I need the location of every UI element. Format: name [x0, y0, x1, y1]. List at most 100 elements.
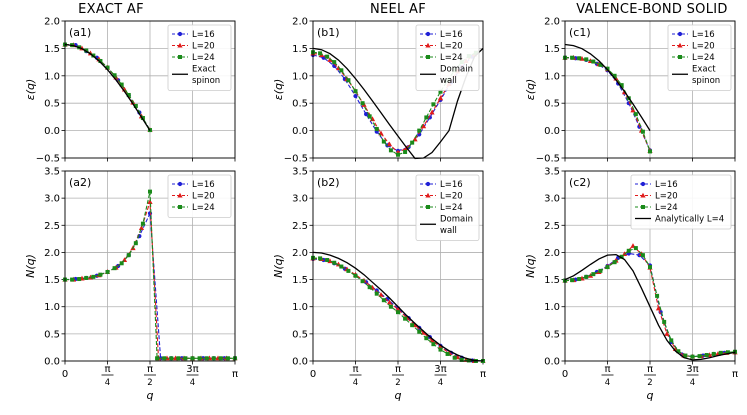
data-point-L24	[98, 272, 103, 277]
legend-label-ref: spinon	[692, 76, 720, 86]
data-point-L24	[662, 319, 667, 324]
data-point-L24	[711, 351, 716, 356]
x-tick-label-den: 4	[690, 378, 695, 388]
data-point-L24	[140, 221, 145, 226]
data-point-L24	[112, 266, 117, 271]
data-point-L24	[140, 115, 145, 120]
legend-marker-L24	[426, 55, 430, 59]
y-tick-label: 3.0	[544, 194, 560, 205]
data-point-L24	[353, 273, 358, 278]
y-axis-label: ε(q)	[524, 79, 537, 101]
y-tick-label: 1.0	[44, 71, 60, 82]
y-tick-label: 1.0	[544, 71, 560, 82]
data-point-L20	[664, 331, 670, 336]
legend-marker-L24	[678, 55, 682, 59]
data-point-L24	[410, 323, 415, 328]
panel-tag: (a1)	[69, 26, 91, 39]
data-point-L24	[155, 356, 160, 361]
data-point-L20	[327, 57, 333, 62]
x-tick-label: 3π	[434, 364, 446, 375]
data-point-L24	[424, 336, 429, 341]
x-tick-label: 0	[62, 369, 68, 380]
y-tick-label: 0.0	[292, 357, 308, 368]
x-tick-label: π	[480, 369, 486, 380]
y-tick-label: 2.0	[44, 17, 60, 28]
data-point-L24	[360, 101, 365, 106]
data-point-L24	[648, 265, 652, 270]
x-tick-label: π	[147, 364, 153, 375]
panel-b2: 0.0 0.5 1.0 1.5 2.0 2.5 3.0 3.5 0 π 4 π 2 3π 4 π N(q) q (b…	[272, 167, 486, 403]
data-point-L24	[197, 356, 202, 361]
data-point-L24	[640, 129, 645, 134]
data-point-L24	[105, 269, 110, 274]
y-tick-label: 0.0	[292, 126, 308, 137]
data-point-L24	[325, 54, 330, 59]
y-axis-label: ε(q)	[272, 79, 285, 101]
data-point-L20	[386, 299, 393, 305]
x-tick-label: π	[647, 364, 653, 375]
series-line-ref	[64, 43, 151, 131]
data-point-L24	[676, 349, 681, 354]
data-point-L20	[429, 109, 435, 115]
data-point-L24	[225, 356, 230, 361]
data-point-L24	[374, 126, 379, 131]
data-point-L24	[367, 114, 372, 119]
y-tick-label: 1.5	[544, 275, 560, 286]
x-tick-label-den: 2	[147, 378, 152, 388]
legend-marker-L16	[640, 181, 646, 187]
data-point-L24	[612, 260, 617, 265]
data-point-L24	[84, 275, 89, 280]
data-point-L24	[591, 272, 596, 277]
y-tick-label: 3.5	[292, 167, 308, 178]
data-point-L24	[183, 356, 188, 361]
y-tick-label: 0.5	[544, 99, 560, 110]
data-point-L24	[332, 60, 337, 65]
y-tick-label: 1.5	[544, 44, 560, 55]
x-tick-label: π	[604, 364, 610, 375]
panels: −0.50.00.51.01.52.0ε(q)(a1) L=16L=20L=24E…	[24, 17, 738, 403]
legend-label-L20: L=20	[440, 192, 463, 202]
x-tick-label-den: 2	[395, 378, 400, 388]
legend-label-L16: L=16	[192, 180, 215, 190]
data-point-L24	[353, 89, 358, 94]
column-title-vbs: VALENCE-BOND SOLID	[576, 2, 727, 17]
legend-marker-L20	[425, 42, 431, 48]
column-title-neel-af: NEEL AF	[370, 2, 426, 17]
data-point-L24	[98, 59, 103, 64]
data-point-L24	[77, 277, 82, 282]
y-tick-label: 3.0	[292, 194, 308, 205]
legend-marker-L24	[641, 205, 645, 209]
y-tick-label: 0.0	[544, 357, 560, 368]
data-point-L24	[605, 265, 610, 270]
x-tick-label: 0	[310, 369, 316, 380]
legend-marker-L16	[677, 31, 683, 37]
data-point-L24	[325, 258, 330, 263]
legend-label-L16: L=16	[692, 30, 715, 40]
data-point-L24	[318, 256, 323, 261]
data-point-L20	[437, 95, 444, 101]
legend-marker-L24	[426, 205, 430, 209]
data-point-L24	[318, 51, 323, 56]
y-tick-label: 1.5	[44, 275, 60, 286]
panel-tag: (c1)	[569, 26, 591, 39]
data-point-L24	[683, 353, 688, 358]
data-point-L24	[332, 260, 337, 265]
data-point-L24	[466, 358, 471, 363]
y-tick-label: 2.5	[44, 221, 60, 232]
legend-marker-L20	[640, 192, 646, 198]
y-tick-label: 0.0	[544, 126, 560, 137]
legend-marker-L16	[425, 31, 431, 37]
data-point-L24	[424, 115, 429, 120]
y-tick-label: 0.5	[292, 99, 308, 110]
y-tick-label: 2.0	[544, 17, 560, 28]
data-point-L16	[364, 112, 369, 117]
y-tick-label: 0.5	[292, 329, 308, 340]
x-tick-label: 3π	[186, 364, 198, 375]
legend-label-ref: wall	[440, 226, 457, 236]
y-axis-label: N(q)	[524, 254, 537, 278]
data-point-L24	[396, 152, 400, 157]
data-point-L24	[410, 140, 415, 145]
data-point-L20	[386, 141, 393, 147]
x-tick-label-den: 4	[105, 378, 110, 388]
data-point-L24	[591, 59, 596, 64]
